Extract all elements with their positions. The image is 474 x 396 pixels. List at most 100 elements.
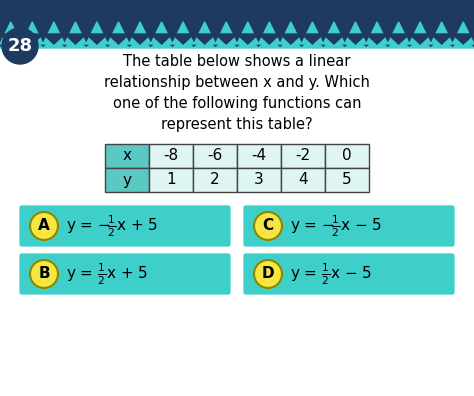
Text: -6: -6 [207, 148, 223, 164]
Polygon shape [345, 34, 366, 44]
Bar [281, 144, 325, 168]
Polygon shape [173, 22, 194, 44]
Polygon shape [301, 22, 323, 44]
Polygon shape [280, 22, 301, 44]
Circle shape [254, 212, 282, 240]
Polygon shape [323, 34, 345, 44]
Polygon shape [151, 22, 173, 44]
Polygon shape [64, 38, 86, 48]
Text: 0: 0 [342, 148, 352, 164]
Polygon shape [237, 38, 258, 48]
Polygon shape [366, 34, 388, 44]
Text: The table below shows a linear: The table below shows a linear [123, 54, 351, 69]
Polygon shape [453, 34, 474, 44]
Polygon shape [216, 22, 237, 44]
Polygon shape [64, 34, 86, 44]
Polygon shape [129, 34, 151, 44]
Polygon shape [0, 38, 21, 48]
Polygon shape [216, 34, 237, 44]
Polygon shape [280, 38, 301, 48]
Text: relationship between x and y. Which: relationship between x and y. Which [104, 75, 370, 90]
Circle shape [30, 260, 58, 288]
Text: one of the following functions can: one of the following functions can [113, 96, 361, 111]
Polygon shape [410, 38, 431, 48]
Circle shape [2, 28, 38, 64]
Bar [149, 144, 193, 168]
Text: A: A [38, 219, 50, 234]
FancyBboxPatch shape [18, 252, 232, 296]
Polygon shape [258, 22, 280, 44]
Polygon shape [0, 34, 21, 44]
Polygon shape [323, 38, 345, 48]
FancyBboxPatch shape [18, 204, 232, 248]
Polygon shape [21, 34, 43, 44]
Text: B: B [38, 267, 50, 282]
Circle shape [30, 212, 58, 240]
Bar [237, 168, 281, 192]
Text: y = $-\!\frac{1}{2}$x $-$ 5: y = $-\!\frac{1}{2}$x $-$ 5 [290, 213, 383, 239]
Bar [105, 168, 149, 192]
Polygon shape [194, 38, 216, 48]
Bar [325, 144, 369, 168]
Text: D: D [262, 267, 274, 282]
Polygon shape [43, 22, 64, 44]
Text: 4: 4 [298, 173, 308, 187]
Polygon shape [43, 34, 64, 44]
Polygon shape [410, 34, 431, 44]
Polygon shape [345, 22, 366, 44]
Text: 28: 28 [8, 37, 33, 55]
Polygon shape [43, 38, 64, 48]
Polygon shape [86, 34, 108, 44]
Polygon shape [388, 34, 410, 44]
Polygon shape [237, 22, 258, 44]
Polygon shape [301, 34, 323, 44]
Polygon shape [151, 38, 173, 48]
Polygon shape [0, 22, 21, 44]
Text: -2: -2 [295, 148, 310, 164]
Text: y = $\frac{1}{2}$x $-$ 5: y = $\frac{1}{2}$x $-$ 5 [290, 261, 372, 287]
Polygon shape [108, 34, 129, 44]
Polygon shape [323, 22, 345, 44]
Polygon shape [86, 22, 108, 44]
Text: y: y [122, 173, 131, 187]
Polygon shape [129, 38, 151, 48]
Polygon shape [280, 34, 301, 44]
Polygon shape [237, 34, 258, 44]
Bar [325, 168, 369, 192]
Polygon shape [258, 34, 280, 44]
FancyBboxPatch shape [242, 252, 456, 296]
Polygon shape [194, 22, 216, 44]
Polygon shape [151, 34, 173, 44]
Text: y = $\frac{1}{2}$x + 5: y = $\frac{1}{2}$x + 5 [66, 261, 148, 287]
Text: 3: 3 [254, 173, 264, 187]
Text: 1: 1 [166, 173, 176, 187]
Polygon shape [258, 38, 280, 48]
Polygon shape [410, 22, 431, 44]
Polygon shape [108, 38, 129, 48]
Polygon shape [431, 34, 453, 44]
Bar [281, 168, 325, 192]
Text: -8: -8 [164, 148, 179, 164]
Text: 5: 5 [342, 173, 352, 187]
Bar [193, 144, 237, 168]
Polygon shape [21, 22, 43, 44]
Polygon shape [216, 38, 237, 48]
Circle shape [254, 260, 282, 288]
Polygon shape [64, 22, 86, 44]
FancyBboxPatch shape [242, 204, 456, 248]
Polygon shape [129, 22, 151, 44]
Text: represent this table?: represent this table? [161, 117, 313, 132]
Polygon shape [366, 38, 388, 48]
Text: 2: 2 [210, 173, 220, 187]
Polygon shape [453, 22, 474, 44]
Bar [193, 168, 237, 192]
Text: x: x [122, 148, 131, 164]
Polygon shape [388, 38, 410, 48]
Text: C: C [263, 219, 273, 234]
Polygon shape [21, 38, 43, 48]
Text: y = $-\!\frac{1}{2}$x + 5: y = $-\!\frac{1}{2}$x + 5 [66, 213, 158, 239]
Polygon shape [86, 38, 108, 48]
Polygon shape [173, 34, 194, 44]
Bar [237, 144, 281, 168]
Polygon shape [366, 22, 388, 44]
